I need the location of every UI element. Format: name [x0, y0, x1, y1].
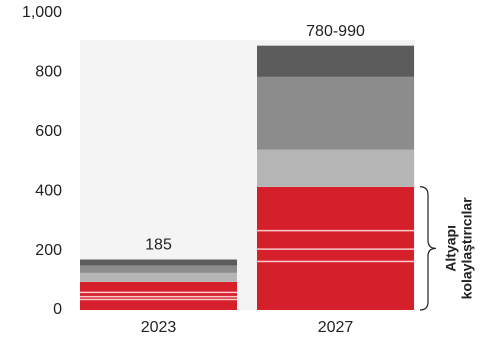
x-tick-label: 2023	[141, 319, 177, 336]
bar-segment	[80, 265, 237, 273]
total-label: 780-990	[306, 23, 365, 40]
y-tick-label: 200	[35, 242, 62, 259]
y-tick-label: 800	[35, 64, 62, 81]
bar-segment	[257, 149, 414, 187]
bar-segment	[80, 272, 237, 282]
bar-segment	[80, 259, 237, 266]
bar-segment	[257, 45, 414, 77]
annotation: kolaylaştırıcılar	[459, 197, 475, 300]
brace	[419, 186, 437, 311]
stripe	[80, 291, 237, 294]
stripe	[257, 229, 414, 232]
stripe	[80, 298, 237, 301]
y-tick-label: 400	[35, 182, 62, 199]
y-tick-label: 600	[35, 123, 62, 140]
x-tick-label: 2027	[318, 319, 354, 336]
y-tick-label: 1,000	[22, 4, 62, 21]
stripe	[257, 248, 414, 250]
stripe	[257, 260, 414, 263]
y-tick-label: 0	[53, 301, 62, 318]
annotation: Altyapı	[443, 225, 459, 272]
total-label: 185	[145, 237, 172, 254]
bar-segment	[257, 76, 414, 150]
stripe	[80, 295, 237, 298]
